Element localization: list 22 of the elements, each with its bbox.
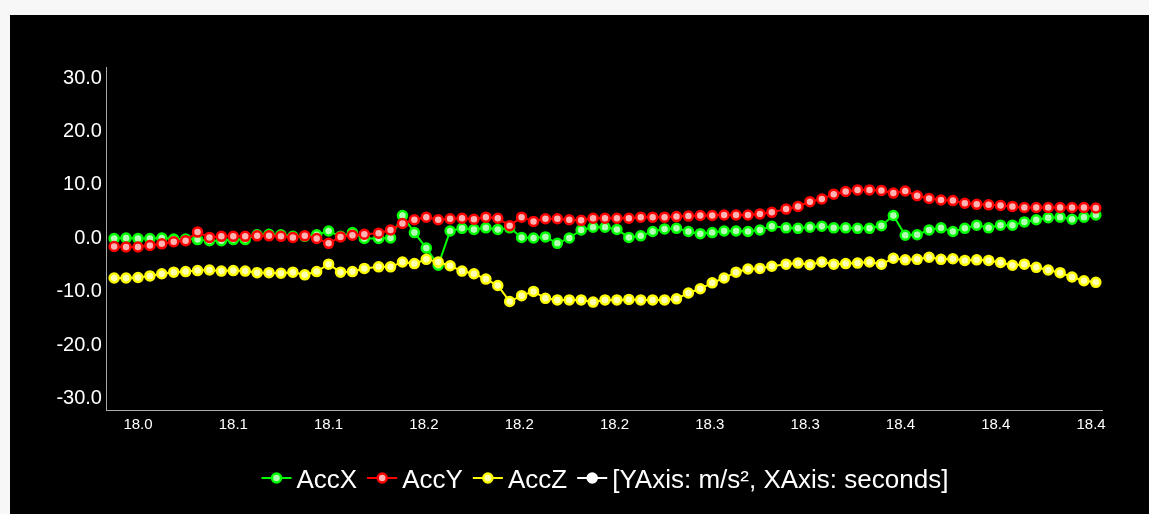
x-tick-label: 18.3 [695, 415, 725, 432]
y-tick-label: -30.0 [56, 386, 102, 409]
x-tick-label: 18.2 [504, 415, 534, 432]
x-tick-label: 18.3 [790, 415, 820, 432]
y-tick-label: -10.0 [56, 279, 102, 302]
y-tick-label: 10.0 [63, 172, 102, 195]
x-tick-label: 18.1 [218, 415, 248, 432]
x-tick-label: 18.1 [314, 415, 344, 432]
y-tick-label: 20.0 [63, 119, 102, 142]
x-tick-label: 18.4 [885, 415, 916, 432]
y-tick-label: -20.0 [56, 332, 102, 355]
x-tick-label: 18.4 [1076, 415, 1106, 432]
legend-label: AccZ [507, 464, 568, 495]
y-tick-label: 0.0 [74, 225, 102, 248]
x-tick-label: 18.2 [599, 415, 630, 432]
x-tick-label: 18.2 [409, 415, 439, 432]
legend-label: AccY [402, 464, 463, 495]
y-tick-label: 30.0 [63, 65, 102, 88]
legend-label: AccX [296, 464, 358, 495]
x-tick-label: 18.4 [981, 415, 1011, 432]
legend-label: [YAxis: m/s², XAxis: seconds] [612, 464, 949, 495]
x-tick-label: 18.0 [123, 415, 153, 432]
